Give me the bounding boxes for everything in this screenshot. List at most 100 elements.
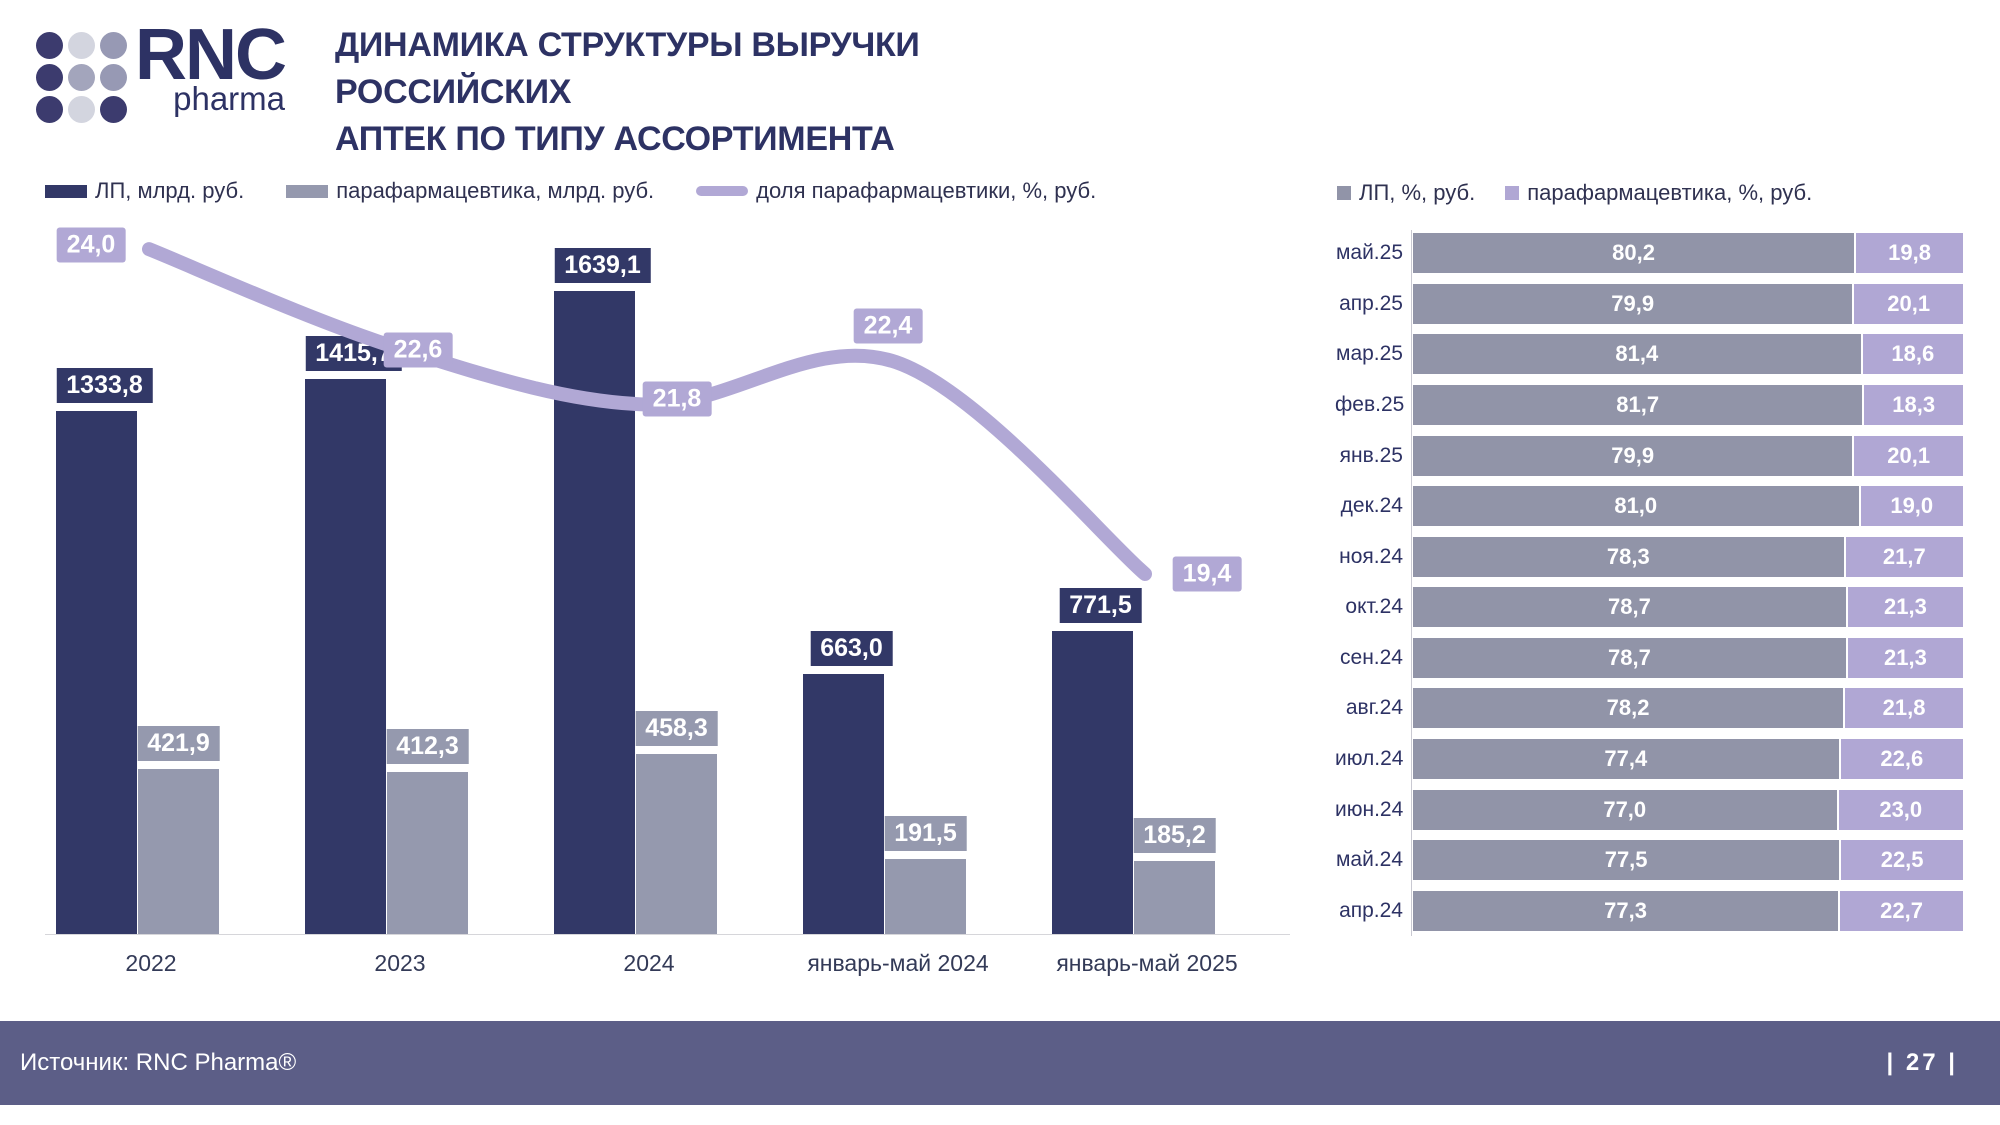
para-bar-value-label: 191,5	[884, 815, 967, 851]
stacked-row: июн.24 77,0 23,0	[1335, 784, 1963, 835]
month-label: фев.25	[1335, 392, 1405, 416]
share-line-value-label: 19,4	[1172, 556, 1242, 592]
share-line-value-label: 24,0	[56, 227, 126, 263]
page-title-line1: ДИНАМИКА СТРУКТУРЫ ВЫРУЧКИ РОССИЙСКИХ	[335, 26, 920, 111]
rnc-pharma-logo: RNC pharma	[36, 15, 287, 123]
stacked-bar-track: 80,2 19,8	[1413, 233, 1963, 274]
month-label: мар.25	[1336, 342, 1403, 366]
logo-dot	[68, 32, 95, 59]
lp-bar-value-label: 1333,8	[56, 367, 153, 403]
month-label: май.24	[1335, 848, 1403, 872]
logo-dot	[36, 64, 63, 91]
stacked-row: июл.24 77,4 22,6	[1335, 734, 1963, 785]
source-note: Источник: RNC Pharma®	[20, 1049, 297, 1076]
logo-dot	[36, 32, 63, 59]
stacked-row: мар.25 81,4 18,6	[1335, 329, 1963, 380]
month-label: май.25	[1335, 241, 1403, 265]
para-percent-segment: 21,7	[1843, 536, 1963, 577]
logo-dot	[68, 64, 95, 91]
x-axis-category-label: 2024	[623, 950, 675, 976]
lp-percent-segment: 77,5	[1413, 840, 1840, 881]
lp-bar-value-label: 663,0	[810, 630, 893, 666]
para-bar-value-label: 185,2	[1133, 818, 1216, 854]
lp-bar-swatch-icon	[45, 184, 87, 198]
month-label: дек.24	[1340, 494, 1403, 518]
stacked-bar-track: 78,3 21,7	[1413, 536, 1963, 577]
logo-dot	[100, 96, 127, 123]
x-axis-category-label: январь-май 2024	[807, 950, 989, 976]
stacked-row: окт.24 78,7 21,3	[1335, 582, 1963, 633]
month-label: июл.24	[1335, 746, 1404, 770]
lp-percent-segment: 78,7	[1413, 637, 1846, 678]
x-axis-category-label: 2023	[374, 950, 426, 976]
para-percent-segment: 22,7	[1838, 890, 1963, 931]
lp-bar-value-label: 1639,1	[554, 248, 651, 284]
month-label: янв.25	[1339, 443, 1403, 467]
legend-label: ЛП, %, руб.	[1359, 180, 1476, 205]
stacked-row: апр.24 77,3 22,7	[1335, 885, 1963, 936]
lp-percent-segment: 78,2	[1413, 688, 1844, 729]
month-label: ноя.24	[1339, 544, 1403, 568]
lp-percent-segment: 79,9	[1413, 283, 1853, 324]
stacked-row: май.25 80,2 19,8	[1335, 228, 1963, 279]
logo-text-main: RNC	[135, 15, 287, 95]
para-bar	[138, 768, 219, 934]
stacked-bar-track: 79,9 20,1	[1413, 283, 1963, 324]
lp-percent-segment: 78,7	[1413, 587, 1846, 628]
para-percent-swatch-icon	[1505, 186, 1520, 200]
month-label: июн.24	[1335, 797, 1404, 821]
stacked-row: авг.24 78,2 21,8	[1335, 683, 1963, 734]
stacked-row: янв.25 79,9 20,1	[1335, 430, 1963, 481]
logo-dot	[68, 96, 95, 123]
month-label: сен.24	[1340, 645, 1403, 669]
lp-bar	[305, 378, 386, 934]
share-line-swatch-icon	[696, 186, 749, 196]
share-line-value-label: 22,6	[383, 332, 453, 368]
para-bar-value-label: 421,9	[137, 725, 220, 761]
para-percent-segment: 19,0	[1858, 486, 1963, 527]
legend-label: доля парафармацевтики, %, руб.	[756, 178, 1097, 203]
para-percent-segment: 21,3	[1845, 637, 1963, 678]
stacked-bar-track: 77,4 22,6	[1413, 738, 1963, 779]
legend-label: парафармацевтика, млрд. руб.	[336, 178, 655, 203]
para-percent-segment: 20,1	[1852, 283, 1963, 324]
stacked-bar-track: 81,7 18,3	[1413, 384, 1963, 425]
para-percent-segment: 19,8	[1854, 233, 1963, 274]
legend-item-lp-pct: ЛП, %, руб.	[1337, 180, 1475, 206]
para-percent-segment: 18,6	[1860, 334, 1963, 375]
para-bar	[885, 858, 966, 934]
footer-bar: Источник: RNC Pharma® | 27 |	[0, 1021, 2000, 1105]
stacked-bar-track: 77,5 22,5	[1413, 840, 1963, 881]
assortment-stacked-chart: май.25 80,2 19,8 апр.25 79,9 20,1 мар.25 81,4 18…	[1335, 228, 1963, 936]
stacked-row: май.24 77,5 22,5	[1335, 835, 1963, 886]
lp-percent-segment: 77,0	[1413, 789, 1837, 830]
lp-bar	[1052, 631, 1133, 934]
month-label: апр.25	[1339, 291, 1403, 315]
stacked-chart-legend: ЛП, %, руб. парафармацевтика, %, руб.	[1337, 180, 1812, 206]
lp-percent-segment: 81,7	[1413, 384, 1863, 425]
logo-dot	[100, 64, 127, 91]
stacked-chart-axis-line	[1411, 230, 1412, 936]
stacked-row: ноя.24 78,3 21,7	[1335, 531, 1963, 582]
x-axis-category-label: январь-май 2025	[1056, 950, 1238, 976]
logo-dot	[36, 96, 63, 123]
para-percent-segment: 22,5	[1839, 840, 1963, 881]
lp-bar-value-label: 771,5	[1059, 588, 1142, 624]
page-number: | 27 |	[1886, 1049, 1958, 1076]
x-axis-category-label: 2022	[125, 950, 177, 976]
legend-label: ЛП, млрд. руб.	[95, 178, 245, 203]
lp-percent-segment: 77,4	[1413, 738, 1839, 779]
lp-percent-segment: 81,0	[1413, 486, 1859, 527]
stacked-row: апр.25 79,9 20,1	[1335, 279, 1963, 330]
share-line-value-label: 22,4	[853, 308, 923, 344]
para-percent-segment: 18,3	[1862, 384, 1963, 425]
para-percent-segment: 21,3	[1845, 587, 1963, 628]
para-percent-segment: 23,0	[1836, 789, 1963, 830]
stacked-row: фев.25 81,7 18,3	[1335, 380, 1963, 431]
lp-percent-swatch-icon	[1337, 186, 1351, 200]
legend-item-lp-mlrd: ЛП, млрд. руб.	[45, 178, 244, 204]
month-label: апр.24	[1339, 898, 1403, 922]
stacked-bar-track: 77,0 23,0	[1413, 789, 1963, 830]
logo-text-sub: pharma	[173, 80, 285, 117]
lp-percent-segment: 77,3	[1413, 890, 1839, 931]
